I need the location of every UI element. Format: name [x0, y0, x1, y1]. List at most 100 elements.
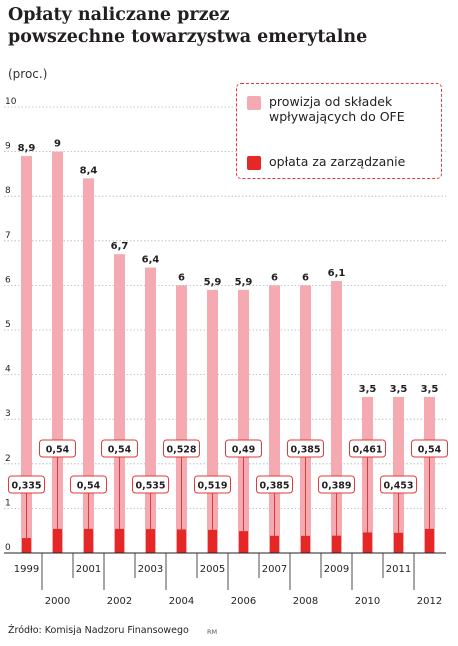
commission-value-label: 6,7	[111, 241, 129, 252]
management-value-box	[132, 475, 169, 494]
y-tick-label: 7	[5, 231, 11, 241]
management-value-label: 0,453	[383, 481, 413, 492]
x-tick-label: 1999	[14, 564, 39, 575]
management-value-label: 0,54	[418, 445, 442, 456]
management-bar	[115, 528, 124, 553]
commission-bar	[269, 285, 280, 553]
legend-item-commission: prowizja od składek wpływających do OFE	[247, 94, 419, 124]
commission-value-label: 9	[54, 139, 61, 150]
management-value-label: 0,389	[321, 481, 351, 492]
y-tick-label: 1	[5, 498, 11, 508]
management-value-box	[411, 439, 448, 458]
legend-label-commission: prowizja od składek wpływających do OFE	[269, 94, 405, 124]
legend-swatch-management	[247, 156, 261, 170]
management-bar	[301, 535, 310, 553]
legend-label-management: opłata za zarządzanie	[269, 154, 406, 169]
x-tick-label: 2012	[417, 596, 442, 607]
x-tick-label: 2001	[76, 564, 101, 575]
commission-bar	[300, 285, 311, 553]
commission-bar	[52, 151, 63, 553]
management-bar	[332, 535, 341, 553]
x-tick-label: 2002	[107, 596, 132, 607]
management-value-box	[318, 475, 355, 494]
management-value-label: 0,519	[197, 481, 227, 492]
management-value-box	[70, 475, 107, 494]
title-line-1: Opłaty naliczane przez	[8, 5, 230, 25]
management-value-box	[380, 475, 417, 494]
commission-bar	[21, 156, 32, 553]
commission-bar	[393, 396, 404, 553]
management-value-box	[39, 439, 76, 458]
commission-bar	[83, 178, 94, 554]
commission-value-label: 5,9	[235, 277, 253, 288]
commission-bar	[176, 285, 187, 553]
management-value-label: 0,528	[166, 445, 196, 456]
legend-item-management: opłata za zarządzanie	[247, 154, 419, 170]
management-value-label: 0,535	[135, 481, 165, 492]
management-bar	[363, 532, 372, 553]
unit-label: (proc.)	[8, 67, 48, 81]
bar-chart: 0 1 2 3 4 5 6 7 8 9 10 8,9 9 8,4 6,7 6,4 6 5,9 5,9 6 6 6,1 3,…	[4, 97, 448, 607]
management-bar	[394, 532, 403, 553]
management-value-label: 0,54	[77, 481, 101, 492]
management-bar	[177, 529, 186, 553]
x-tick-label: 2006	[231, 596, 256, 607]
y-tick-label: 2	[5, 454, 11, 464]
management-bar	[84, 528, 93, 553]
x-tick-label: 2010	[355, 596, 380, 607]
y-tick-label: 4	[5, 365, 11, 375]
x-axis: 1999 2000 2001 2002 2003 2004 2005 2006 2007 2008…	[4, 552, 446, 607]
commission-value-label: 6	[178, 272, 185, 283]
management-callouts: 0,335 0,54 0,54 0,54 0,535 0,528 0,519 0,49 0,38…	[8, 439, 448, 539]
legend-swatch-commission	[247, 96, 261, 110]
management-value-box	[225, 439, 262, 458]
management-value-label: 0,385	[259, 481, 289, 492]
chart-title: Opłaty naliczane przez powszechne towarz…	[8, 4, 367, 48]
commission-value-label: 6	[302, 272, 309, 283]
x-tick-label: 2008	[293, 596, 318, 607]
management-bar	[270, 535, 279, 553]
management-value-box	[349, 439, 386, 458]
management-value-box	[256, 475, 293, 494]
commission-value-label: 3,5	[390, 384, 408, 395]
commission-value-label: 8,9	[18, 143, 36, 154]
commission-value-label: 3,5	[421, 384, 439, 395]
commission-value-label: 5,9	[204, 277, 222, 288]
management-value-box	[163, 439, 200, 458]
management-bar	[239, 531, 248, 553]
commission-bar	[207, 289, 218, 553]
x-tick-label: 2005	[200, 564, 225, 575]
title-line-2: powszechne towarzystwa emerytalne	[8, 27, 368, 47]
x-tick-label: 2004	[169, 596, 194, 607]
commission-value-label: 6,1	[328, 268, 346, 279]
management-value-box	[8, 475, 45, 494]
management-value-label: 0,335	[11, 481, 41, 492]
management-value-label: 0,385	[290, 445, 320, 456]
management-value-label: 0,461	[352, 445, 382, 456]
y-tick-label: 6	[5, 275, 11, 285]
y-tick-label: 3	[5, 409, 11, 419]
x-tick-label: 2003	[138, 564, 163, 575]
management-bar	[425, 528, 434, 553]
management-bar	[53, 528, 62, 553]
y-tick-label: 0	[5, 543, 11, 553]
legend: prowizja od składek wpływających do OFE …	[236, 83, 442, 179]
source-note: Źródło: Komisja Nadzoru Finansowego	[8, 625, 189, 636]
y-tick-label: 5	[5, 320, 11, 330]
commission-value-label: 6	[271, 272, 278, 283]
x-tick-label: 2007	[262, 564, 287, 575]
commission-bar	[145, 267, 156, 553]
management-bar	[146, 529, 155, 553]
y-tick-label: 9	[5, 142, 11, 152]
management-value-box	[194, 475, 231, 494]
commission-value-label: 6,4	[142, 255, 160, 266]
commission-bar	[114, 254, 125, 553]
management-value-box	[101, 439, 138, 458]
bars: 8,9 9 8,4 6,7 6,4 6 5,9 5,9 6 6 6,1 3,5 3,5 3,5	[18, 139, 439, 554]
x-tick-label: 2000	[45, 596, 70, 607]
author-credit: RM	[207, 628, 218, 636]
management-value-label: 0,54	[108, 445, 132, 456]
management-value-box	[287, 439, 324, 458]
management-value-label: 0,54	[46, 445, 70, 456]
commission-bar	[238, 289, 249, 553]
